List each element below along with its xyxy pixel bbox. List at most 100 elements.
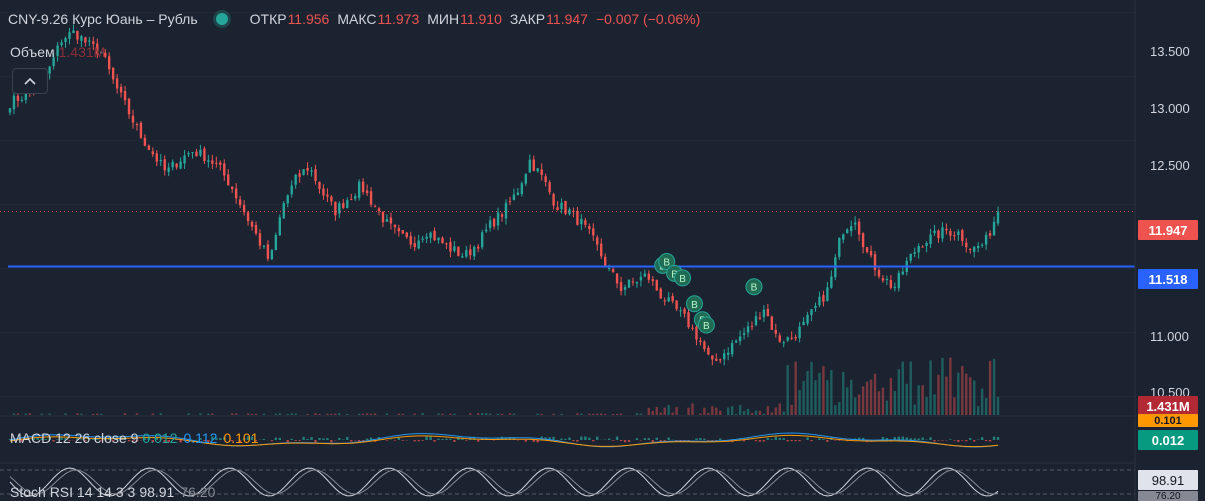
- volume-bar: [929, 360, 932, 415]
- high-label: МАКС: [337, 11, 377, 27]
- volume-bar: [746, 408, 750, 415]
- volume-bar: [234, 413, 238, 415]
- candle-body: [992, 221, 996, 236]
- candle-body: [885, 278, 889, 280]
- buy-marker-label: B: [691, 300, 698, 311]
- macd-hist-bar: [80, 439, 83, 440]
- candle-body: [246, 212, 250, 222]
- volume-bar: [588, 413, 591, 415]
- macd-hist-bar: [774, 436, 777, 440]
- macd-hist-bar: [508, 437, 512, 440]
- volume-bar: [762, 413, 766, 415]
- macd-hist-bar: [929, 437, 932, 440]
- candle-body: [290, 185, 293, 195]
- macd-hist-bar: [92, 438, 95, 440]
- macd-hist-bar: [40, 438, 43, 440]
- symbol-title[interactable]: CNY-9.26 Курс Юань – Рубль: [8, 11, 198, 27]
- candle-body: [592, 228, 595, 236]
- candle-body: [231, 186, 234, 190]
- level-price-badge[interactable]: 11.518: [1138, 269, 1198, 289]
- macd-hist-bar: [461, 437, 464, 440]
- macd-hist-bar: [310, 437, 313, 440]
- volume-bar: [707, 412, 710, 415]
- volume-bar: [357, 413, 361, 415]
- macd-hist-bar: [667, 437, 670, 440]
- macd-hist-bar: [219, 438, 222, 440]
- macd-hist-bar: [651, 440, 654, 443]
- macd-hist-bar: [8, 438, 12, 440]
- macd-hist-bar: [346, 436, 349, 440]
- macd-hist-bar: [322, 438, 325, 440]
- macd-hist-bar: [941, 440, 944, 441]
- buy-marker-circle: [658, 253, 676, 271]
- candle-body: [417, 240, 420, 249]
- macd-hist-bar: [215, 437, 218, 440]
- volume-bar: [334, 413, 337, 415]
- macd-hist-bar: [588, 437, 591, 440]
- axis-tick-label: 11.000: [1150, 329, 1189, 344]
- candle-body: [675, 300, 678, 310]
- macd-hist-bar: [576, 440, 579, 442]
- candle-body: [195, 151, 198, 157]
- volume-bar: [199, 413, 202, 415]
- candle-body: [933, 230, 936, 234]
- macd-hist-bar: [897, 436, 901, 440]
- volume-bar: [730, 406, 734, 415]
- stoch-rsi-legend[interactable]: Stoch RSI 14 14 3 3 98.91 76.20: [10, 484, 215, 500]
- candle-body: [80, 36, 83, 41]
- macd-hist-bar: [770, 439, 774, 440]
- buy-signal-marker: B: [685, 295, 703, 313]
- macd-hist-bar: [473, 436, 476, 440]
- candle-body: [719, 359, 722, 361]
- volume-bar: [933, 394, 936, 415]
- volume-bar: [770, 412, 774, 415]
- volume-bar: [850, 379, 853, 415]
- open-label: ОТКР: [249, 11, 287, 27]
- candle-body: [298, 173, 301, 177]
- macd-hist-bar: [449, 438, 452, 440]
- macd-hist-bar: [413, 440, 416, 442]
- candle-body: [576, 210, 579, 225]
- volume-bar: [699, 413, 702, 415]
- candle-body: [619, 282, 623, 292]
- volume-bar: [100, 413, 103, 415]
- candle-body: [143, 137, 147, 146]
- macd-hist-bar: [326, 438, 329, 440]
- macd-legend[interactable]: MACD 12 26 close 9 0.012 0.112 0.101: [10, 430, 259, 446]
- macd-hist-bar: [810, 440, 813, 442]
- macd-hist-bar: [794, 440, 797, 442]
- volume-bar: [330, 413, 333, 415]
- candle-body: [262, 245, 266, 247]
- macd-hist-bar: [560, 438, 563, 440]
- candle-body: [24, 91, 28, 100]
- volume-bar: [500, 413, 504, 415]
- candle-body: [92, 41, 95, 44]
- macd-hist-bar: [980, 437, 984, 440]
- open-value: 11.956: [287, 11, 330, 27]
- volume-bar: [373, 413, 377, 415]
- candle-body: [175, 163, 178, 168]
- candle-body: [302, 169, 305, 175]
- candle-body: [84, 37, 87, 43]
- axis-tick-label: 13.500: [1150, 44, 1190, 59]
- macd-pane: [8, 432, 1000, 448]
- macd-hist-bar: [742, 440, 746, 442]
- volume-legend[interactable]: Объем 1.431M: [10, 44, 105, 60]
- candle-body: [254, 224, 258, 234]
- volume-bar: [691, 403, 694, 415]
- buy-marker-circle: [745, 278, 763, 296]
- candle-body: [270, 249, 274, 260]
- collapse-legend-button[interactable]: [12, 68, 48, 94]
- volume-bar: [580, 413, 583, 415]
- candle-body: [798, 326, 801, 339]
- volume-bar: [286, 413, 289, 415]
- candle-body: [8, 108, 12, 113]
- candle-body: [282, 203, 285, 219]
- volume-bar: [667, 404, 670, 415]
- macd-hist-bar: [984, 440, 988, 442]
- volume-bar: [727, 407, 730, 415]
- volume-bar: [596, 413, 599, 415]
- candle-body: [334, 201, 337, 216]
- candle-body: [310, 170, 313, 172]
